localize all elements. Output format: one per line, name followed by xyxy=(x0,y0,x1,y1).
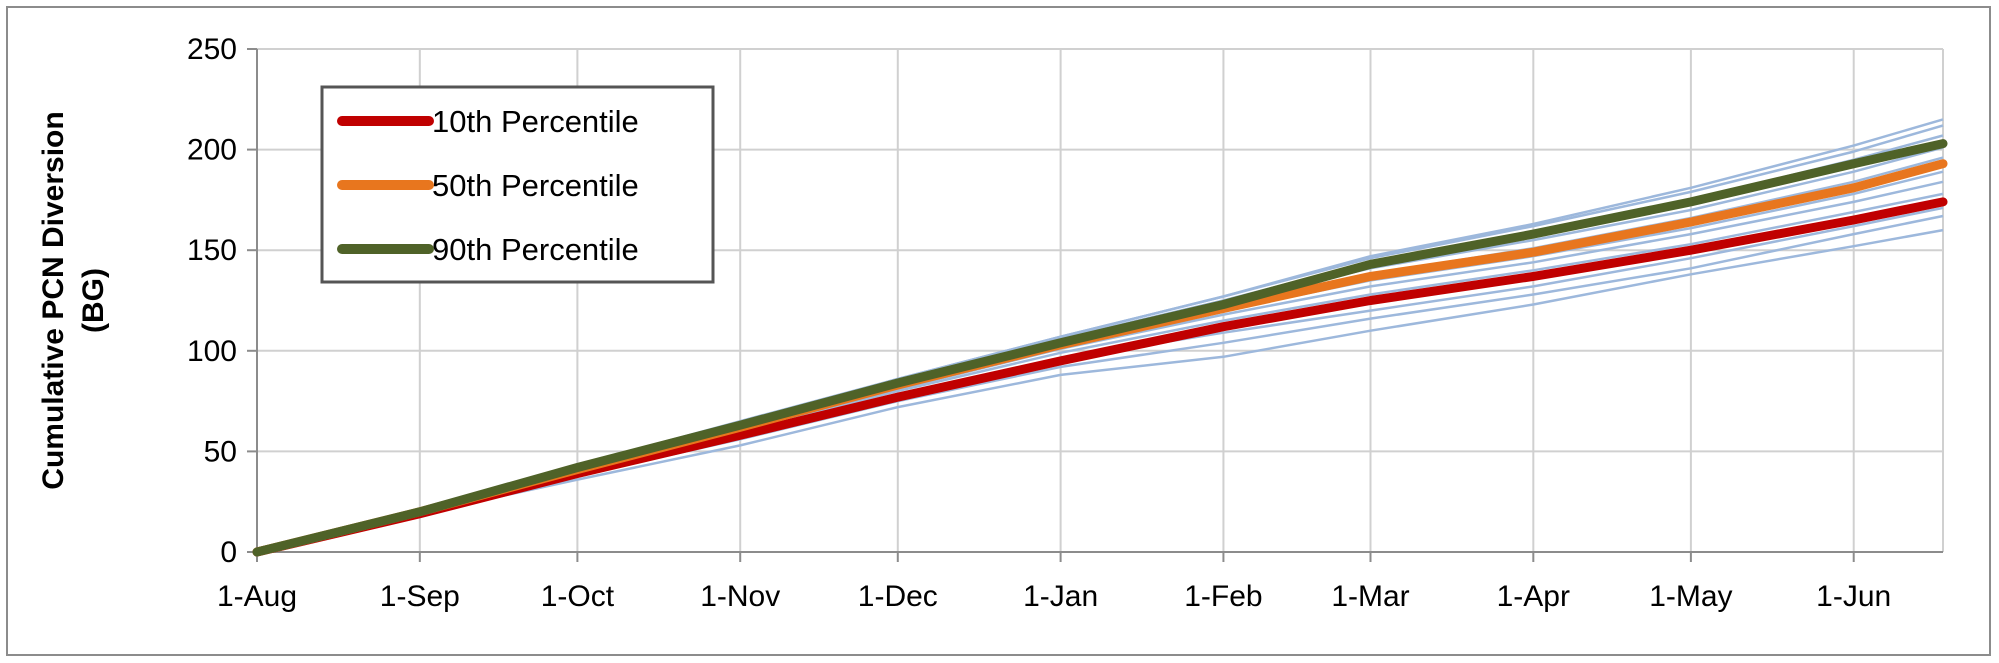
y-axis-title-line: Cumulative PCN Diversion xyxy=(37,111,70,489)
x-tick-label: 1-Sep xyxy=(380,580,460,613)
legend-label: 90th Percentile xyxy=(432,232,639,267)
x-tick-label: 1-Apr xyxy=(1497,580,1570,613)
y-axis-title: Cumulative PCN Diversion (BG) xyxy=(37,111,110,489)
y-tick-label: 200 xyxy=(187,134,237,167)
y-tick-label: 50 xyxy=(204,435,237,468)
ensemble-trace-line xyxy=(256,228,1944,554)
y-tick-label: 100 xyxy=(187,335,237,368)
series-line-3 xyxy=(252,139,1948,557)
line-chart: 0 50 100 150 200 250 1-Aug 1-Sep 1-Oct 1-Nov 1-Dec… xyxy=(37,33,1948,613)
y-tick-label: 0 xyxy=(220,536,237,569)
y-axis-title-line: (BG) xyxy=(77,268,110,333)
x-tick-label: 1-Nov xyxy=(700,580,780,613)
x-tick-label: 1-Dec xyxy=(858,580,938,613)
legend-label: 10th Percentile xyxy=(432,104,639,139)
x-tick-label: 1-Mar xyxy=(1331,580,1409,613)
y-tick-label: 150 xyxy=(187,234,237,267)
legend-label: 50th Percentile xyxy=(432,168,639,203)
x-tick-label: 1-Jun xyxy=(1816,580,1891,613)
x-tick-label: 1-Feb xyxy=(1184,580,1262,613)
x-tick-label: 1-May xyxy=(1649,580,1732,613)
x-tick-label: 1-Oct xyxy=(541,580,615,613)
y-tick-label: 250 xyxy=(187,33,237,66)
chart-frame: 0 50 100 150 200 250 1-Aug 1-Sep 1-Oct 1-Nov 1-Dec… xyxy=(6,6,1991,656)
x-tick-label: 1-Jan xyxy=(1023,580,1098,613)
x-tick-label: 1-Aug xyxy=(217,580,297,613)
